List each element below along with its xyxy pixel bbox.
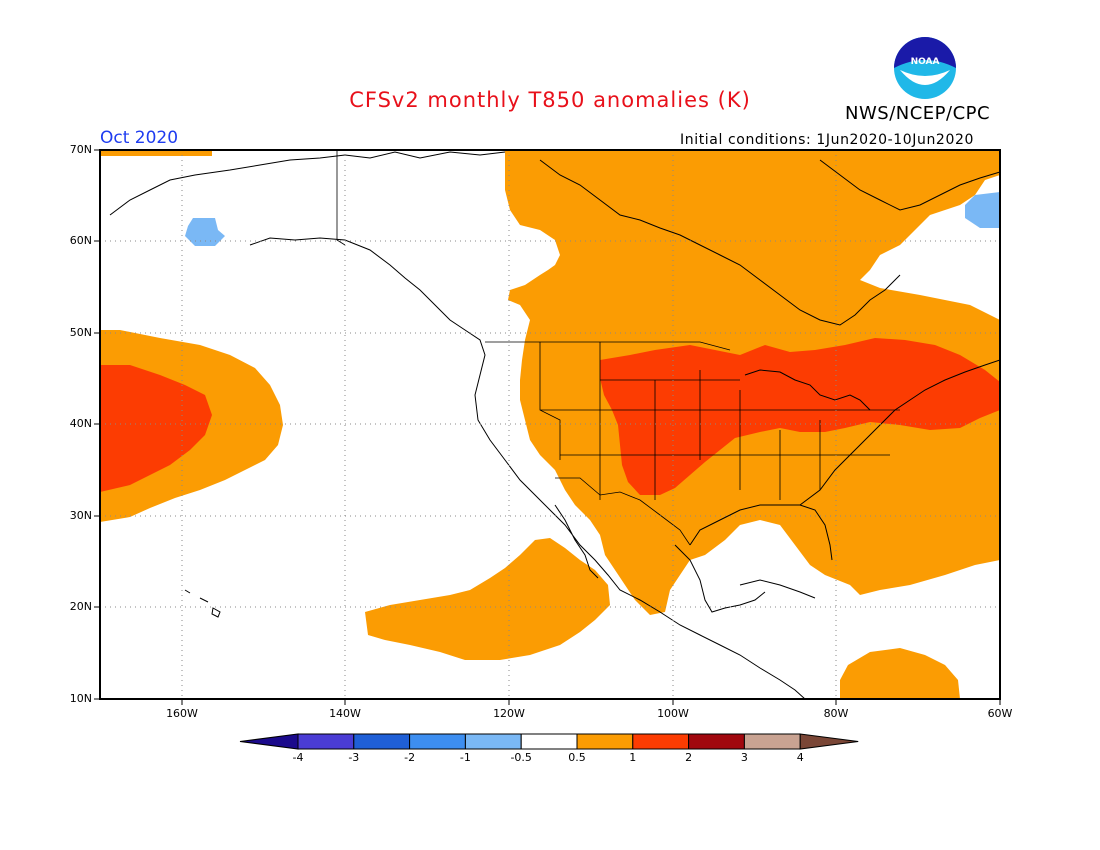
lon-label-60w: 60W: [987, 707, 1013, 720]
lon-label-140w: 140W: [329, 707, 361, 720]
colorbar-tick-label: -1: [459, 751, 471, 764]
lat-label-60n: 60N: [69, 234, 92, 247]
axis-ticks: [94, 149, 1001, 705]
alaska-canada-border: [336, 150, 346, 246]
colorbar-tick-label: 0.5: [568, 751, 586, 764]
colorbar-tick-label: -4: [292, 751, 304, 764]
graticule: [100, 150, 1000, 699]
colorbar-tick-label: -3: [348, 751, 360, 764]
us-mexico-border: [555, 477, 691, 546]
colorbar-tick-label: -2: [404, 751, 416, 764]
coastline-great-lakes: [744, 369, 871, 411]
coastlines: [109, 151, 1000, 699]
anomaly-field: [100, 150, 1000, 699]
colorbar-tick-label: 1: [629, 751, 637, 764]
lat-label-70n: 70N: [69, 143, 92, 156]
initial-conditions: Initial conditions: 1Jun2020-10Jun2020: [680, 132, 974, 148]
anomaly-orange-caribbean: [840, 648, 960, 699]
colorbar-tick-label: 4: [796, 751, 804, 764]
lat-label-50n: 50N: [69, 326, 92, 339]
lat-label-30n: 30N: [69, 509, 92, 522]
political-borders: [336, 150, 900, 546]
coastline-cuba: [739, 579, 816, 599]
anomaly-orange-mexico-pacific: [365, 538, 610, 660]
anomaly-red-pacific-west: [100, 365, 212, 492]
anomaly-blue-alaska: [185, 218, 225, 246]
lon-label-160w: 160W: [166, 707, 198, 720]
state-lines: [539, 342, 900, 500]
lat-label-40n: 40N: [69, 417, 92, 430]
lon-label-80w: 80W: [823, 707, 849, 720]
coastline-hawaii: [184, 589, 221, 618]
lat-label-10n: 10N: [69, 692, 92, 705]
colorbar-tick-label: 2: [685, 751, 693, 764]
anomaly-orange-arctic-strip: [100, 150, 212, 156]
anomaly-blue-labrador: [965, 192, 1000, 228]
agency-label: NWS/NCEP/CPC: [845, 103, 991, 124]
us-canada-border: [485, 341, 731, 351]
coastline-north-america: [109, 151, 1000, 699]
forecast-month: Oct 2020: [100, 128, 179, 148]
lat-label-20n: 20N: [69, 600, 92, 613]
colorbar-tick-label: -0.5: [510, 751, 532, 764]
colorbar-tick-label: 3: [740, 751, 748, 764]
lon-label-100w: 100W: [657, 707, 689, 720]
coastline-greenland: [819, 159, 1000, 211]
lon-label-120w: 120W: [493, 707, 525, 720]
map-title: CFSv2 monthly T850 anomalies (K): [349, 88, 751, 112]
